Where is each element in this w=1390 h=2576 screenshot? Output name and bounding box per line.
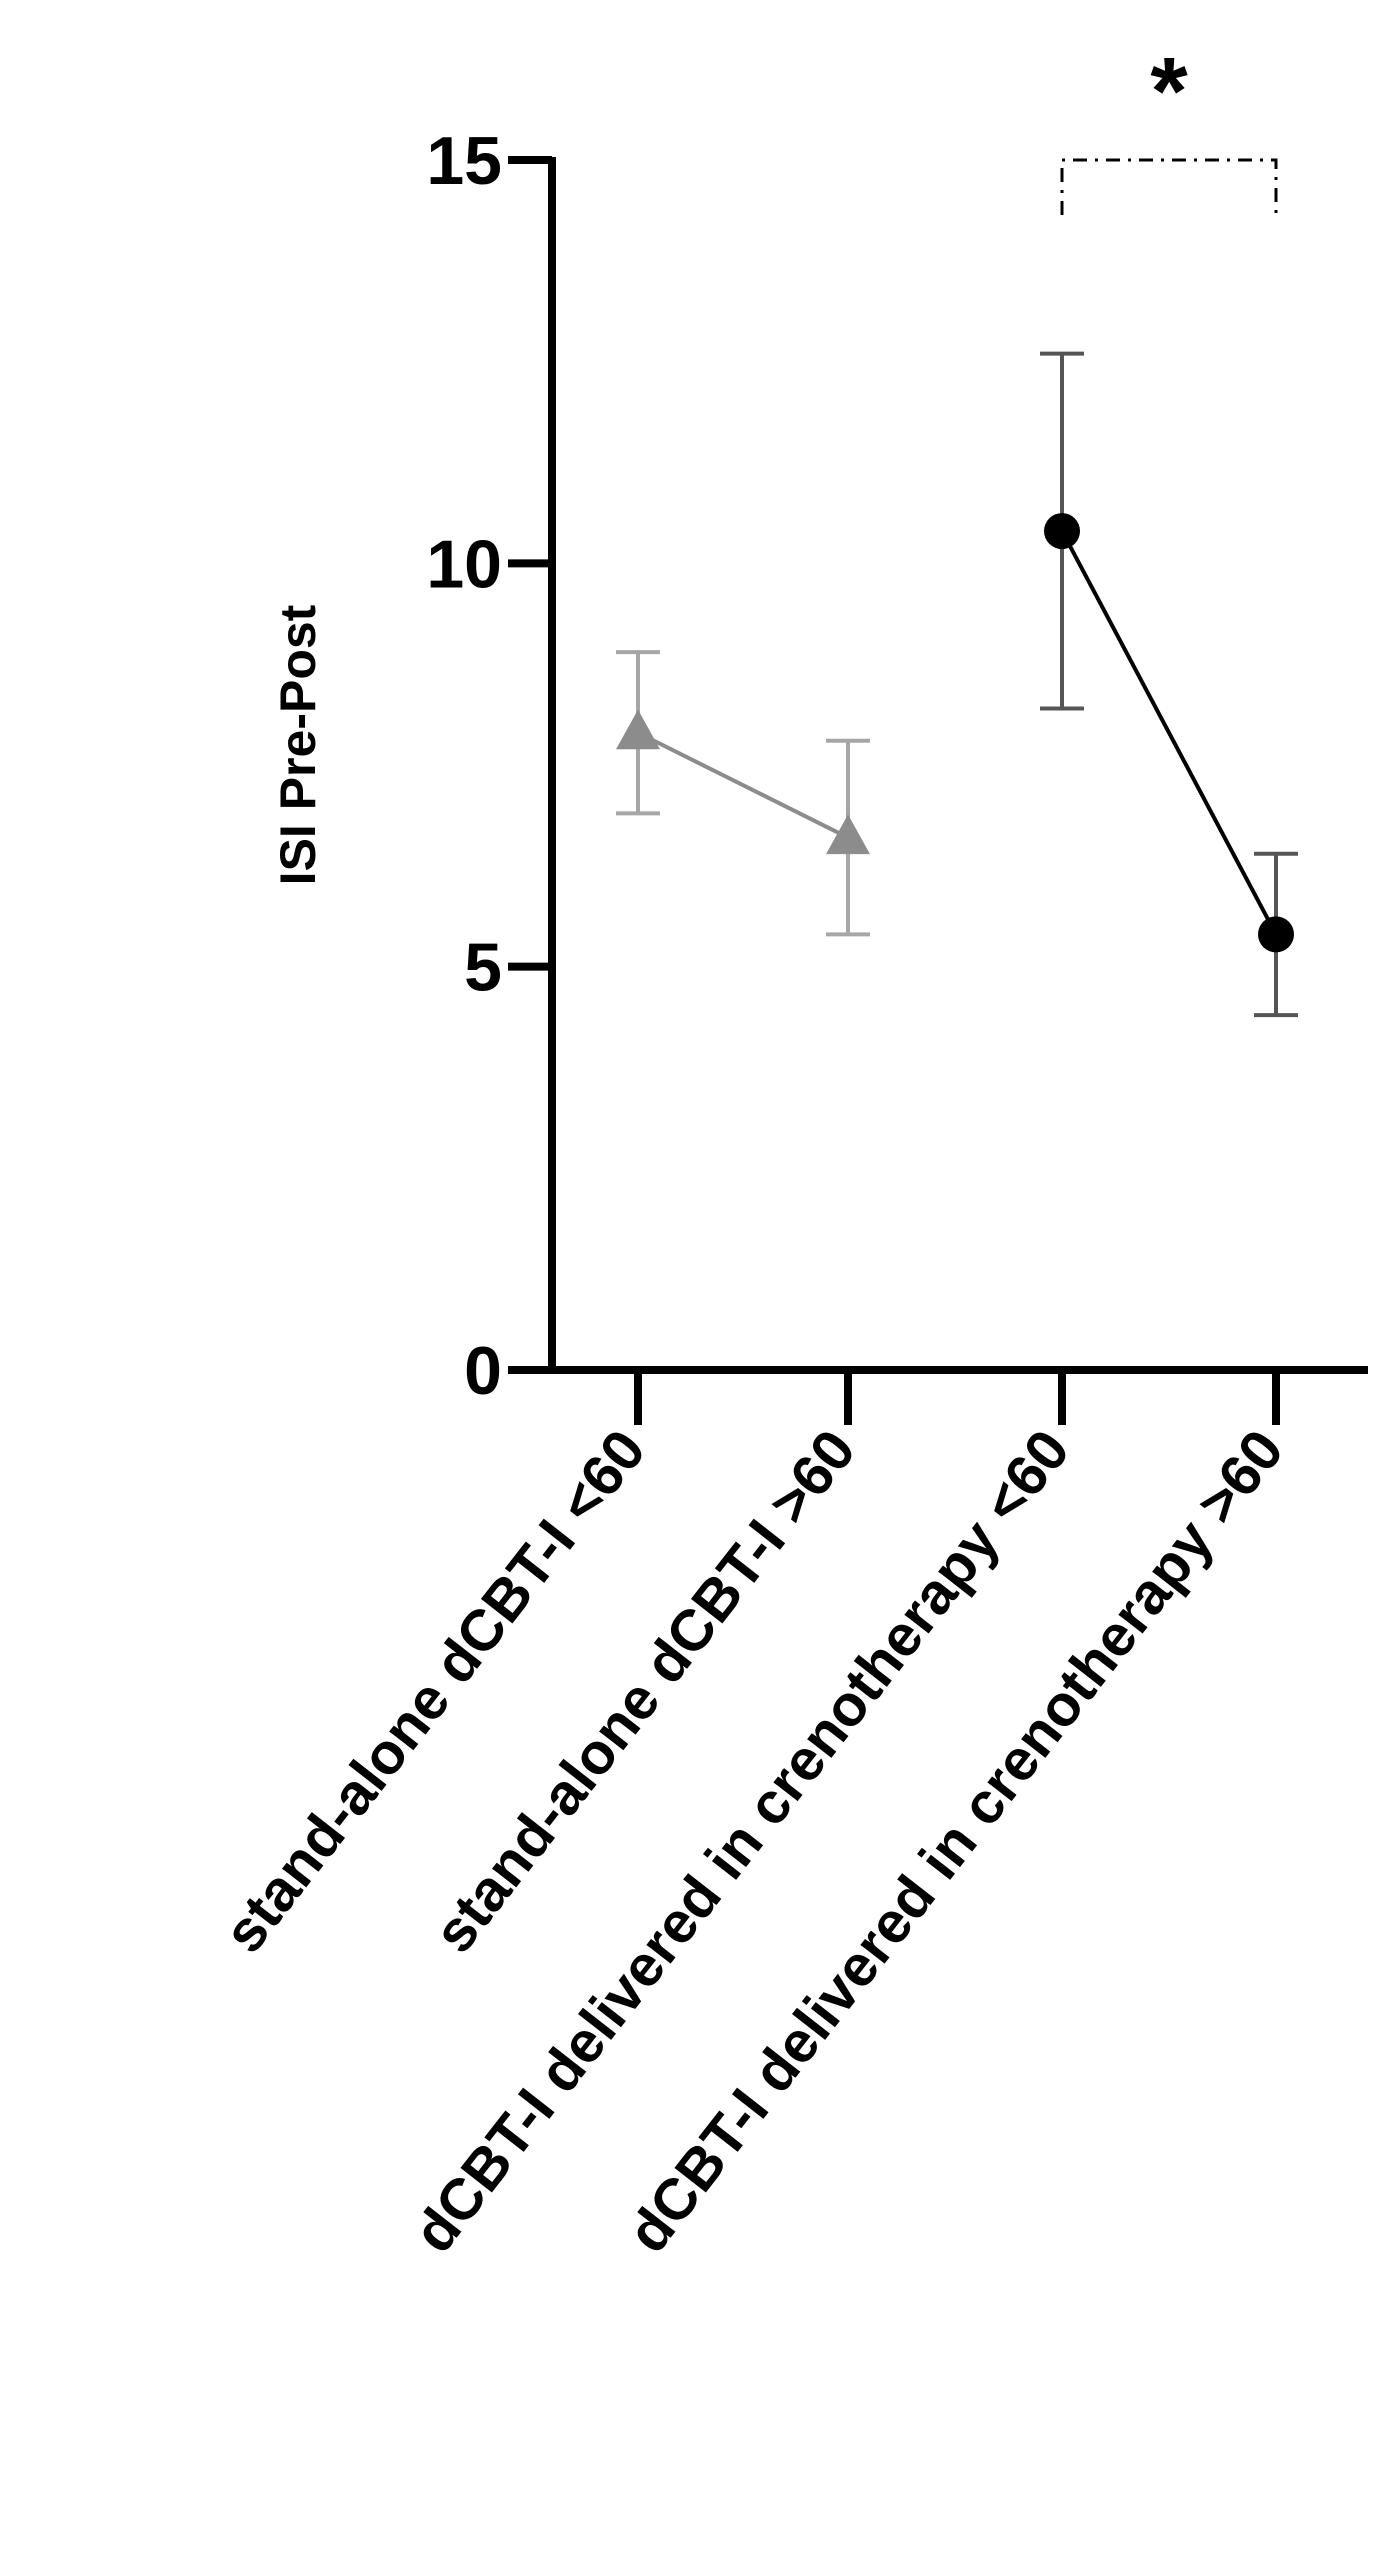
x-tick-label: stand-alone dCBT-I >60 bbox=[421, 1418, 868, 1965]
x-tick-label: stand-alone dCBT-I <60 bbox=[211, 1418, 658, 1965]
y-axis-label: ISI Pre-Post bbox=[270, 604, 326, 885]
series-line bbox=[637, 730, 849, 840]
significance-bracket bbox=[1060, 158, 1278, 215]
y-tick-label: 5 bbox=[464, 930, 502, 1006]
data-point bbox=[826, 814, 870, 855]
y-tick-label: 15 bbox=[426, 123, 502, 199]
y-tick-label: 10 bbox=[426, 526, 502, 602]
y-tick-label: 0 bbox=[464, 1333, 502, 1409]
data-point bbox=[616, 709, 660, 750]
data-point bbox=[1044, 513, 1080, 550]
data-point bbox=[1258, 916, 1294, 953]
series-line bbox=[1060, 530, 1278, 936]
significance-marker: * bbox=[1150, 38, 1188, 145]
